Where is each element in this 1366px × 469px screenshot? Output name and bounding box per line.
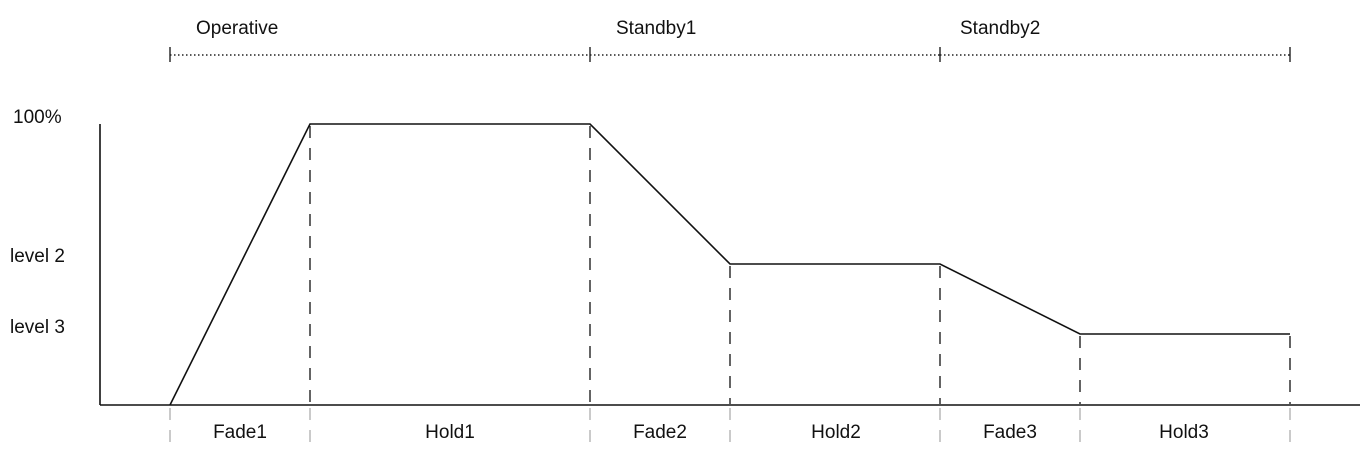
level-label-100: 100% <box>13 107 62 128</box>
phase-label-standby2: Standby2 <box>960 18 1040 39</box>
phase-label-standby1: Standby1 <box>616 18 696 39</box>
segment-label-hold1: Hold1 <box>425 422 475 443</box>
level-label-2: level 2 <box>10 246 65 267</box>
segment-label-hold3: Hold3 <box>1159 422 1209 443</box>
brightness-curve <box>169 123 1290 406</box>
guide-lines-lower <box>169 408 1291 450</box>
phase-label-operative: Operative <box>196 18 278 39</box>
segment-label-fade3: Fade3 <box>983 422 1037 443</box>
segment-label-fade1: Fade1 <box>213 422 267 443</box>
guide-lines-upper <box>309 126 1291 404</box>
segment-label-fade2: Fade2 <box>633 422 687 443</box>
phase-bracket <box>169 47 1291 62</box>
segment-label-hold2: Hold2 <box>811 422 861 443</box>
level-label-3: level 3 <box>10 317 65 338</box>
